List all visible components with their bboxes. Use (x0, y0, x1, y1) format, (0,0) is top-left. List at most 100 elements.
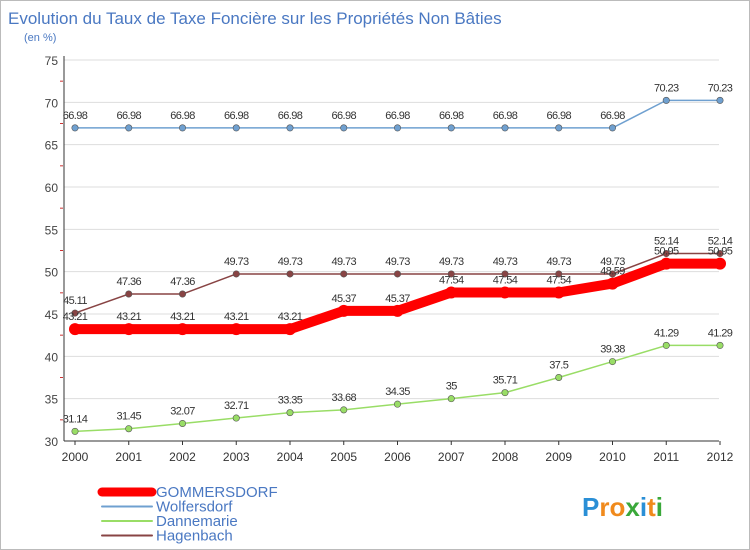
data-label: 47.54 (493, 274, 518, 286)
y-tick-label: 40 (45, 350, 59, 364)
data-label: 35.71 (493, 375, 518, 387)
data-point (555, 124, 563, 132)
data-point (179, 124, 187, 132)
x-tick-label: 2007 (438, 450, 465, 464)
data-point (716, 96, 724, 104)
x-tick-label: 2011 (653, 450, 679, 464)
x-tick-label: 2008 (492, 450, 519, 464)
data-label: 49.73 (546, 256, 571, 268)
data-labels: 43.21 43.21 43.21 43.21 43.21 45.37 45.37 47.54… (63, 82, 734, 425)
data-label: 31.45 (116, 411, 141, 423)
data-label: 49.73 (224, 256, 249, 268)
proxiti-logo: Proxiti (582, 492, 663, 522)
data-label: 41.29 (654, 327, 679, 339)
y-tick-label: 60 (45, 181, 59, 195)
data-point (447, 270, 455, 278)
logo-letter: o (609, 492, 625, 522)
y-tick-label: 50 (45, 266, 59, 280)
data-label: 33.68 (331, 392, 356, 404)
data-label: 43.21 (63, 311, 88, 323)
data-point (660, 257, 673, 270)
data-label: 66.98 (493, 110, 518, 122)
x-tick-label: 2000 (62, 450, 89, 464)
data-label: 66.98 (224, 110, 249, 122)
data-point (499, 286, 511, 299)
series-layer (69, 96, 726, 435)
data-point (716, 341, 724, 349)
data-point (340, 270, 348, 278)
data-point (176, 323, 189, 336)
data-label: 49.73 (331, 256, 356, 268)
data-point (552, 286, 565, 299)
data-label: 34.35 (385, 386, 410, 398)
data-point (71, 427, 79, 435)
data-label: 39.38 (600, 344, 625, 356)
data-point (122, 323, 135, 336)
x-tick-label: 2001 (115, 450, 142, 464)
data-label: 37.5 (549, 360, 568, 372)
data-point (501, 389, 509, 397)
data-label: 43.21 (170, 311, 195, 323)
legend: GOMMERSDORFWolfersdorfDannemarieHagenbac… (97, 484, 278, 545)
data-label: 66.98 (63, 110, 88, 122)
data-label: 45.11 (63, 295, 87, 307)
data-point (232, 124, 240, 132)
data-label: 49.73 (493, 256, 518, 268)
data-label: 32.07 (170, 405, 195, 417)
data-point (125, 124, 133, 132)
data-label: 66.98 (170, 110, 195, 122)
data-label: 66.98 (385, 110, 410, 122)
y-tick-label: 30 (45, 435, 59, 449)
data-label: 41.29 (708, 327, 733, 339)
data-point (606, 277, 619, 290)
data-label: 48.59 (600, 266, 625, 278)
data-label: 49.73 (278, 256, 303, 268)
data-point (125, 425, 133, 433)
data-point (340, 406, 348, 414)
data-point (391, 304, 404, 317)
data-label: 43.21 (116, 311, 141, 323)
logo-letter: i (640, 492, 647, 522)
data-point (716, 250, 724, 258)
data-label: 31.14 (63, 413, 88, 425)
data-label: 52.14 (708, 236, 733, 248)
x-tick-label: 2010 (599, 450, 626, 464)
logo-letter: x (625, 492, 640, 522)
data-point (284, 323, 296, 336)
data-point (445, 286, 458, 299)
data-label: 70.23 (654, 82, 679, 94)
data-label: 49.73 (600, 256, 625, 268)
legend-label: GOMMERSDORF (156, 484, 278, 501)
x-tick-label: 2002 (169, 450, 196, 464)
data-point (232, 270, 240, 278)
y-tick-label: 75 (45, 54, 59, 68)
y-tick-label: 70 (45, 96, 59, 110)
data-point (714, 257, 726, 270)
data-label: 70.23 (708, 82, 733, 94)
x-tick-label: 2006 (384, 450, 411, 464)
data-point (340, 124, 348, 132)
data-label: 35 (446, 381, 458, 393)
data-point (662, 96, 670, 104)
legend-label: Dannemarie (156, 513, 238, 530)
logo-letter: r (599, 492, 609, 522)
x-tick-label: 2003 (223, 450, 250, 464)
data-label: 66.98 (278, 110, 303, 122)
data-label: 66.98 (116, 110, 141, 122)
y-tick-label: 45 (45, 308, 59, 322)
data-point (69, 323, 81, 336)
data-label: 49.73 (439, 256, 464, 268)
data-label: 47.54 (546, 274, 571, 286)
data-point (501, 270, 509, 278)
data-point (232, 414, 240, 422)
data-label: 45.37 (331, 293, 356, 305)
data-point (230, 323, 243, 336)
data-label: 50.95 (708, 246, 733, 258)
data-label: 66.98 (600, 110, 625, 122)
data-label: 66.98 (331, 110, 356, 122)
data-label: 66.98 (546, 110, 571, 122)
legend-label: Wolfersdorf (156, 499, 233, 516)
axes: 30 35 40 45 50 55 60 65 70 75 2000 2001 2002 2003 2004… (45, 54, 734, 464)
data-point (608, 270, 616, 278)
x-tick-label: 2012 (707, 450, 734, 464)
